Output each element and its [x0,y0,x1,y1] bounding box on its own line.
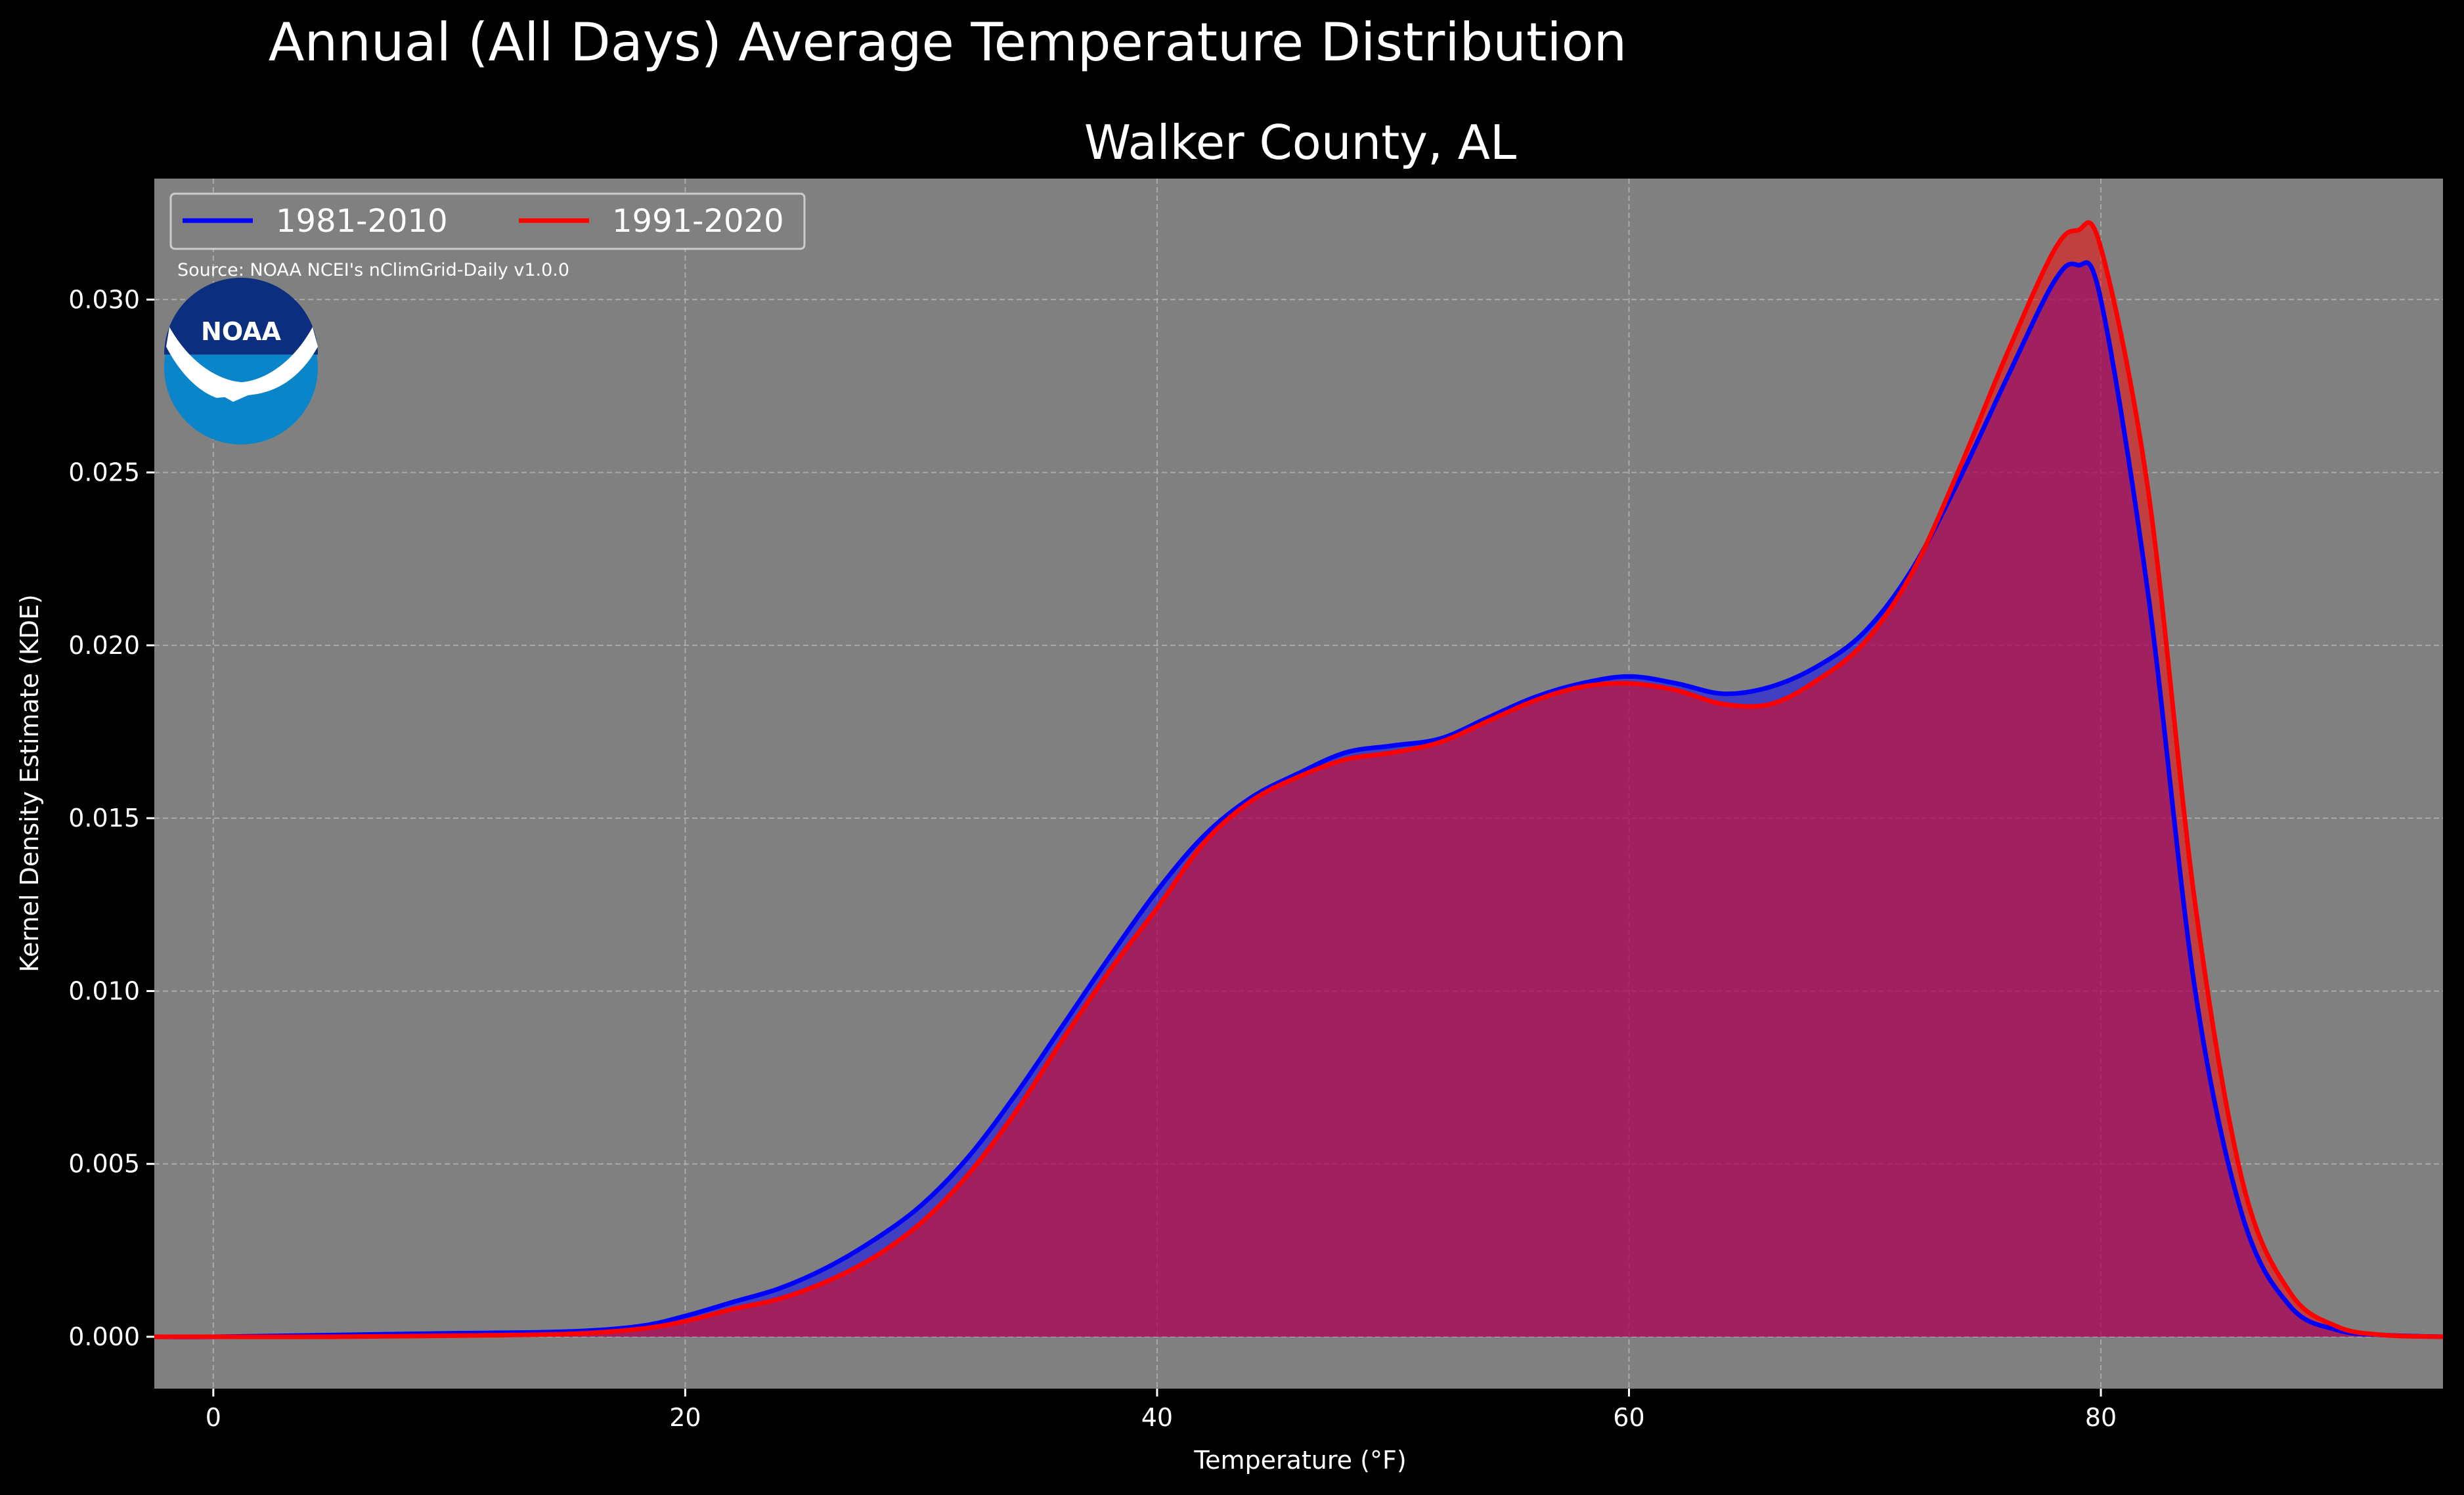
x-tick-label-40: 40 [1141,1403,1173,1432]
x-tick-label-0: 0 [206,1403,221,1432]
y-tick-label-0.025: 0.025 [68,458,140,487]
y-tick-label-0.000: 0.000 [68,1322,140,1351]
chart-suptitle: Annual (All Days) Average Temperature Di… [269,12,1627,73]
source-annotation: Source: NOAA NCEI's nClimGrid-Daily v1.0… [177,260,569,280]
y-tick-label-0.005: 0.005 [68,1150,140,1179]
legend-box [169,192,806,250]
axes: 0 20 40 60 80 0.000 0.005 0.010 0.015 0.020 0.025 0… [68,285,2117,1432]
series-line-1991-2020 [154,220,2444,1339]
series-layer [154,220,2444,1339]
series-line-1981-2010 [154,260,2444,1339]
y-tick-label-0.015: 0.015 [68,804,140,833]
noaa-logo-text: NOAA [201,317,281,346]
series-fill-1991-2020 [154,222,2443,1337]
noaa-logo: NOAA [164,278,318,444]
legend-label-1981-2010: 1981-2010 [276,203,448,240]
x-tick-label-20: 20 [669,1403,701,1432]
y-tick-label-0.020: 0.020 [68,631,140,660]
chart-subtitle: Walker County, AL [1084,115,1516,170]
x-tick-label-80: 80 [2085,1403,2117,1432]
x-axis-label: Temperature (°F) [1193,1446,1406,1475]
legend: 1981-2010 1991-2020 [169,192,806,250]
y-tick-label-0.030: 0.030 [68,285,140,314]
x-tick-label-60: 60 [1613,1403,1644,1432]
legend-label-1991-2020: 1991-2020 [612,203,784,240]
y-axis-label: Kernel Density Estimate (KDE) [15,594,44,972]
y-tick-label-0.010: 0.010 [68,976,140,1005]
